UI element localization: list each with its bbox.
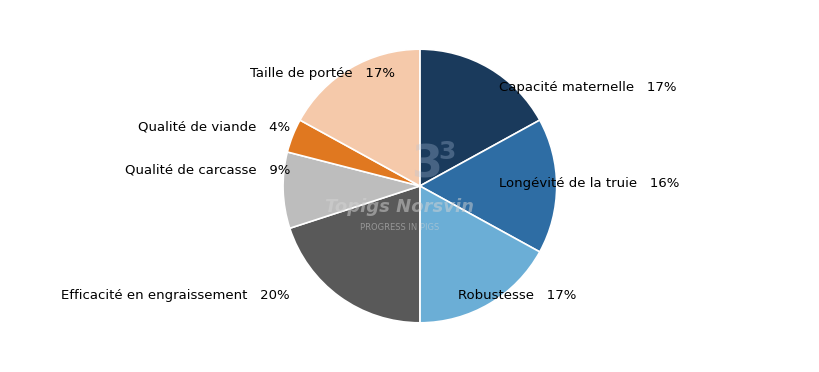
Wedge shape [287,120,419,186]
Text: 3: 3 [411,144,441,187]
Text: Longévité de la truie   16%: Longévité de la truie 16% [499,177,679,190]
Wedge shape [289,186,419,323]
Wedge shape [300,49,419,186]
Text: Topigs Norsvin: Topigs Norsvin [324,198,473,215]
Text: 3: 3 [438,140,455,164]
Text: Capacité maternelle   17%: Capacité maternelle 17% [499,81,676,94]
Text: Qualité de viande   4%: Qualité de viande 4% [138,121,290,134]
Text: Taille de portée   17%: Taille de portée 17% [250,67,395,80]
Wedge shape [283,152,419,228]
Text: Qualité de carcasse   9%: Qualité de carcasse 9% [124,163,290,176]
Text: Robustesse   17%: Robustesse 17% [458,289,576,302]
Wedge shape [419,186,539,323]
Text: PROGRESS IN PIGS: PROGRESS IN PIGS [360,222,438,231]
Wedge shape [419,120,556,252]
Text: Efficacité en engraissement   20%: Efficacité en engraissement 20% [61,289,290,302]
Wedge shape [419,49,539,186]
